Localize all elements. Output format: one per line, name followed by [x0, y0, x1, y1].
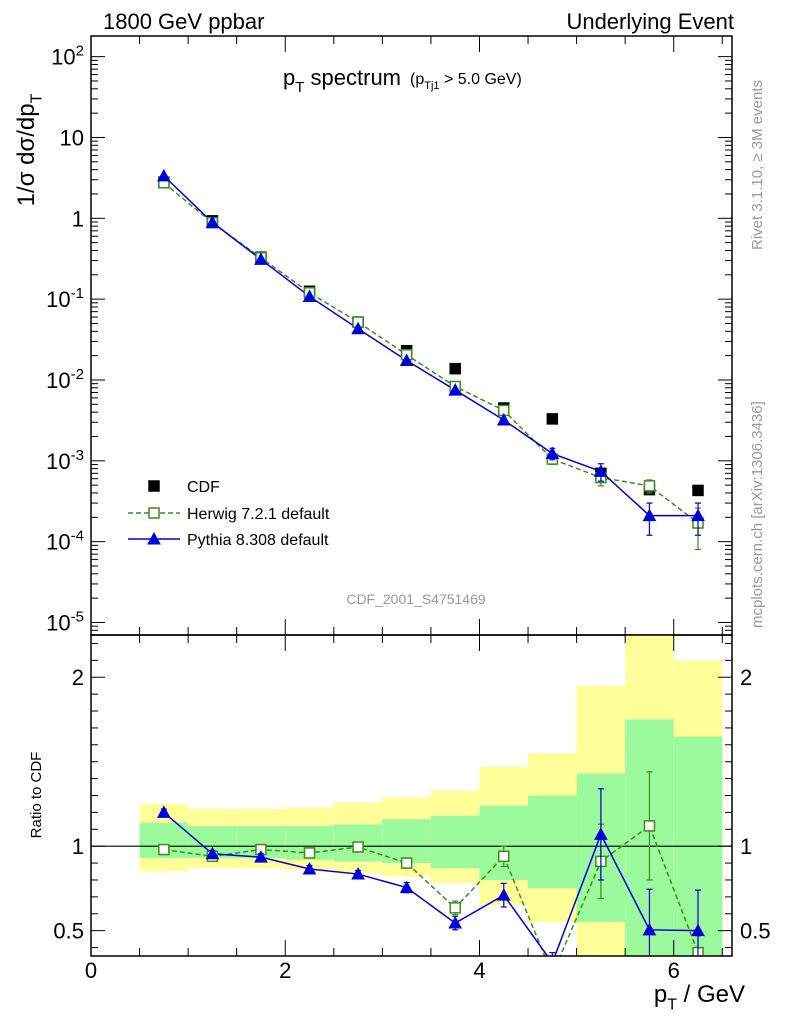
data-point-herwig — [643, 480, 656, 492]
ratio-y-axis-label: Ratio to CDF — [28, 752, 45, 839]
ratio-y-tick-label-right: 1 — [740, 834, 752, 859]
ratio-plot: 0.5 0.5 1 1 2 2 0 2 4 6 Ratio to CDF pT​ / GeV — [28, 634, 771, 1014]
main-plot: 102 10 1 10-1 10-2 10-3 10-4 10-5 1800 GeV ppba… — [13, 9, 734, 636]
main-y-axis-label: 1/σ dσ/dpT​ — [13, 93, 46, 206]
ratio-point-pythia — [399, 880, 414, 894]
series-line-1 — [163, 182, 699, 524]
y-tick-label: 10-4 — [46, 528, 84, 555]
analysis-id: CDF_2001_S4751469 — [346, 591, 486, 607]
ratio-y-tick-label-right: 2 — [740, 665, 752, 690]
data-point-pythia — [254, 252, 268, 265]
data-point-pythia — [205, 215, 220, 228]
ratio-point-herwig — [303, 847, 316, 859]
legend-label: Pythia 8.308 default — [187, 532, 329, 549]
data-point-pythia — [351, 321, 365, 335]
y-tick-label: 10-2 — [46, 366, 84, 393]
ratio-line-1 — [163, 811, 699, 956]
ratio-point-pythia — [594, 827, 608, 840]
ratio-point-herwig — [158, 843, 170, 856]
header-right: Underlying Event — [566, 9, 734, 34]
ratio-point-pythia — [552, 955, 553, 956]
band-green — [430, 815, 480, 869]
legend-label: CDF — [187, 479, 220, 496]
band-green — [479, 805, 529, 880]
plot-title-main: pT​ spectrum — [283, 65, 401, 96]
ratio-point-herwig — [352, 841, 364, 853]
ratio-line-0 — [163, 824, 699, 956]
y-tick-label: 10-1 — [46, 285, 84, 312]
ratio-series-group — [156, 771, 705, 980]
data-point-pythia — [399, 353, 414, 367]
band-green — [528, 795, 577, 889]
ratio-point-herwig — [449, 902, 461, 914]
data-point-pythia — [691, 508, 705, 522]
ratio-y-tick-label-right: 0.5 — [740, 919, 771, 944]
y-tick-label: 102 — [51, 43, 84, 70]
legend-label: Herwig 7.2.1 default — [187, 506, 330, 523]
x-tick-label: 2 — [279, 958, 291, 983]
series-line-2 — [163, 175, 699, 517]
plot-title-cut: (pTj1​ > 5.0 GeV) — [410, 71, 522, 92]
ratio-point-herwig — [400, 857, 413, 869]
ratio-point-pythia — [205, 846, 220, 860]
x-axis-label: pT​ / GeV — [654, 981, 745, 1014]
ratio-point-herwig — [643, 820, 656, 832]
x-tick-label: 4 — [473, 958, 485, 983]
ratio-y-tick-label-left: 0.5 — [53, 919, 84, 944]
legend: CDF Herwig 7.2.1 default Pythia 8.308 defa… — [128, 479, 330, 549]
data-point-pythia — [496, 412, 511, 426]
ratio-point-pythia — [448, 916, 463, 929]
legend-marker-herwig — [148, 507, 160, 519]
data-point-pythia — [302, 289, 317, 302]
y-tick-label: 10 — [60, 125, 84, 150]
ratio-point-pythia — [496, 888, 511, 901]
ratio-y-tick-label-left: 2 — [72, 665, 84, 690]
ratio-point-pythia — [351, 867, 365, 880]
ratio-point-pythia — [691, 923, 705, 937]
y-tick-label: 10-3 — [46, 447, 84, 474]
x-tick-label: 6 — [668, 958, 680, 983]
ratio-y-tick-label-left: 1 — [72, 834, 84, 859]
legend-marker-cdf — [148, 480, 160, 492]
data-point-cdf — [692, 484, 704, 497]
ratio-point-pythia — [254, 850, 268, 863]
ratio-point-pythia — [156, 805, 171, 818]
data-point-pythia — [545, 446, 560, 460]
ratio-point-herwig — [547, 970, 557, 980]
y-tick-label: 10-5 — [46, 608, 84, 635]
rivet-label: Rivet 3.1.10, ≥ 3M events — [749, 80, 766, 250]
data-point-pythia — [642, 508, 657, 522]
data-point-pythia — [448, 383, 463, 396]
ratio-point-pythia — [642, 922, 657, 936]
data-point-cdf — [546, 413, 559, 425]
header-left: 1800 GeV ppbar — [103, 9, 264, 34]
x-tick-label: 0 — [85, 958, 97, 983]
data-point-pythia — [156, 168, 171, 182]
mcplots-label: mcplots.cern.ch [arXiv:1306.3436] — [749, 401, 766, 628]
data-point-cdf — [449, 362, 461, 375]
legend-marker-pythia — [147, 531, 161, 545]
ratio-point-pythia — [302, 861, 317, 875]
data-point-pythia — [594, 464, 608, 477]
y-tick-label: 1 — [72, 206, 84, 231]
ratio-point-herwig — [498, 850, 510, 863]
band-green — [382, 819, 431, 864]
